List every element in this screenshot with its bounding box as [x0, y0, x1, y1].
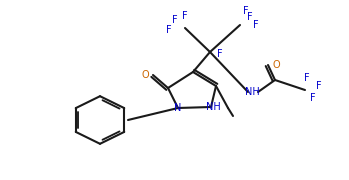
- Text: NH: NH: [206, 102, 220, 112]
- Text: F: F: [182, 11, 188, 21]
- Text: F: F: [172, 15, 178, 25]
- Text: O: O: [272, 60, 280, 70]
- Text: F: F: [316, 81, 322, 91]
- Text: F: F: [217, 49, 223, 59]
- Text: F: F: [247, 12, 253, 22]
- Text: F: F: [243, 6, 249, 16]
- Text: F: F: [310, 93, 316, 103]
- Text: NH: NH: [245, 87, 259, 97]
- Text: F: F: [253, 20, 259, 30]
- Text: O: O: [141, 70, 149, 80]
- Text: F: F: [166, 25, 172, 35]
- Text: N: N: [174, 103, 182, 113]
- Text: F: F: [304, 73, 310, 83]
